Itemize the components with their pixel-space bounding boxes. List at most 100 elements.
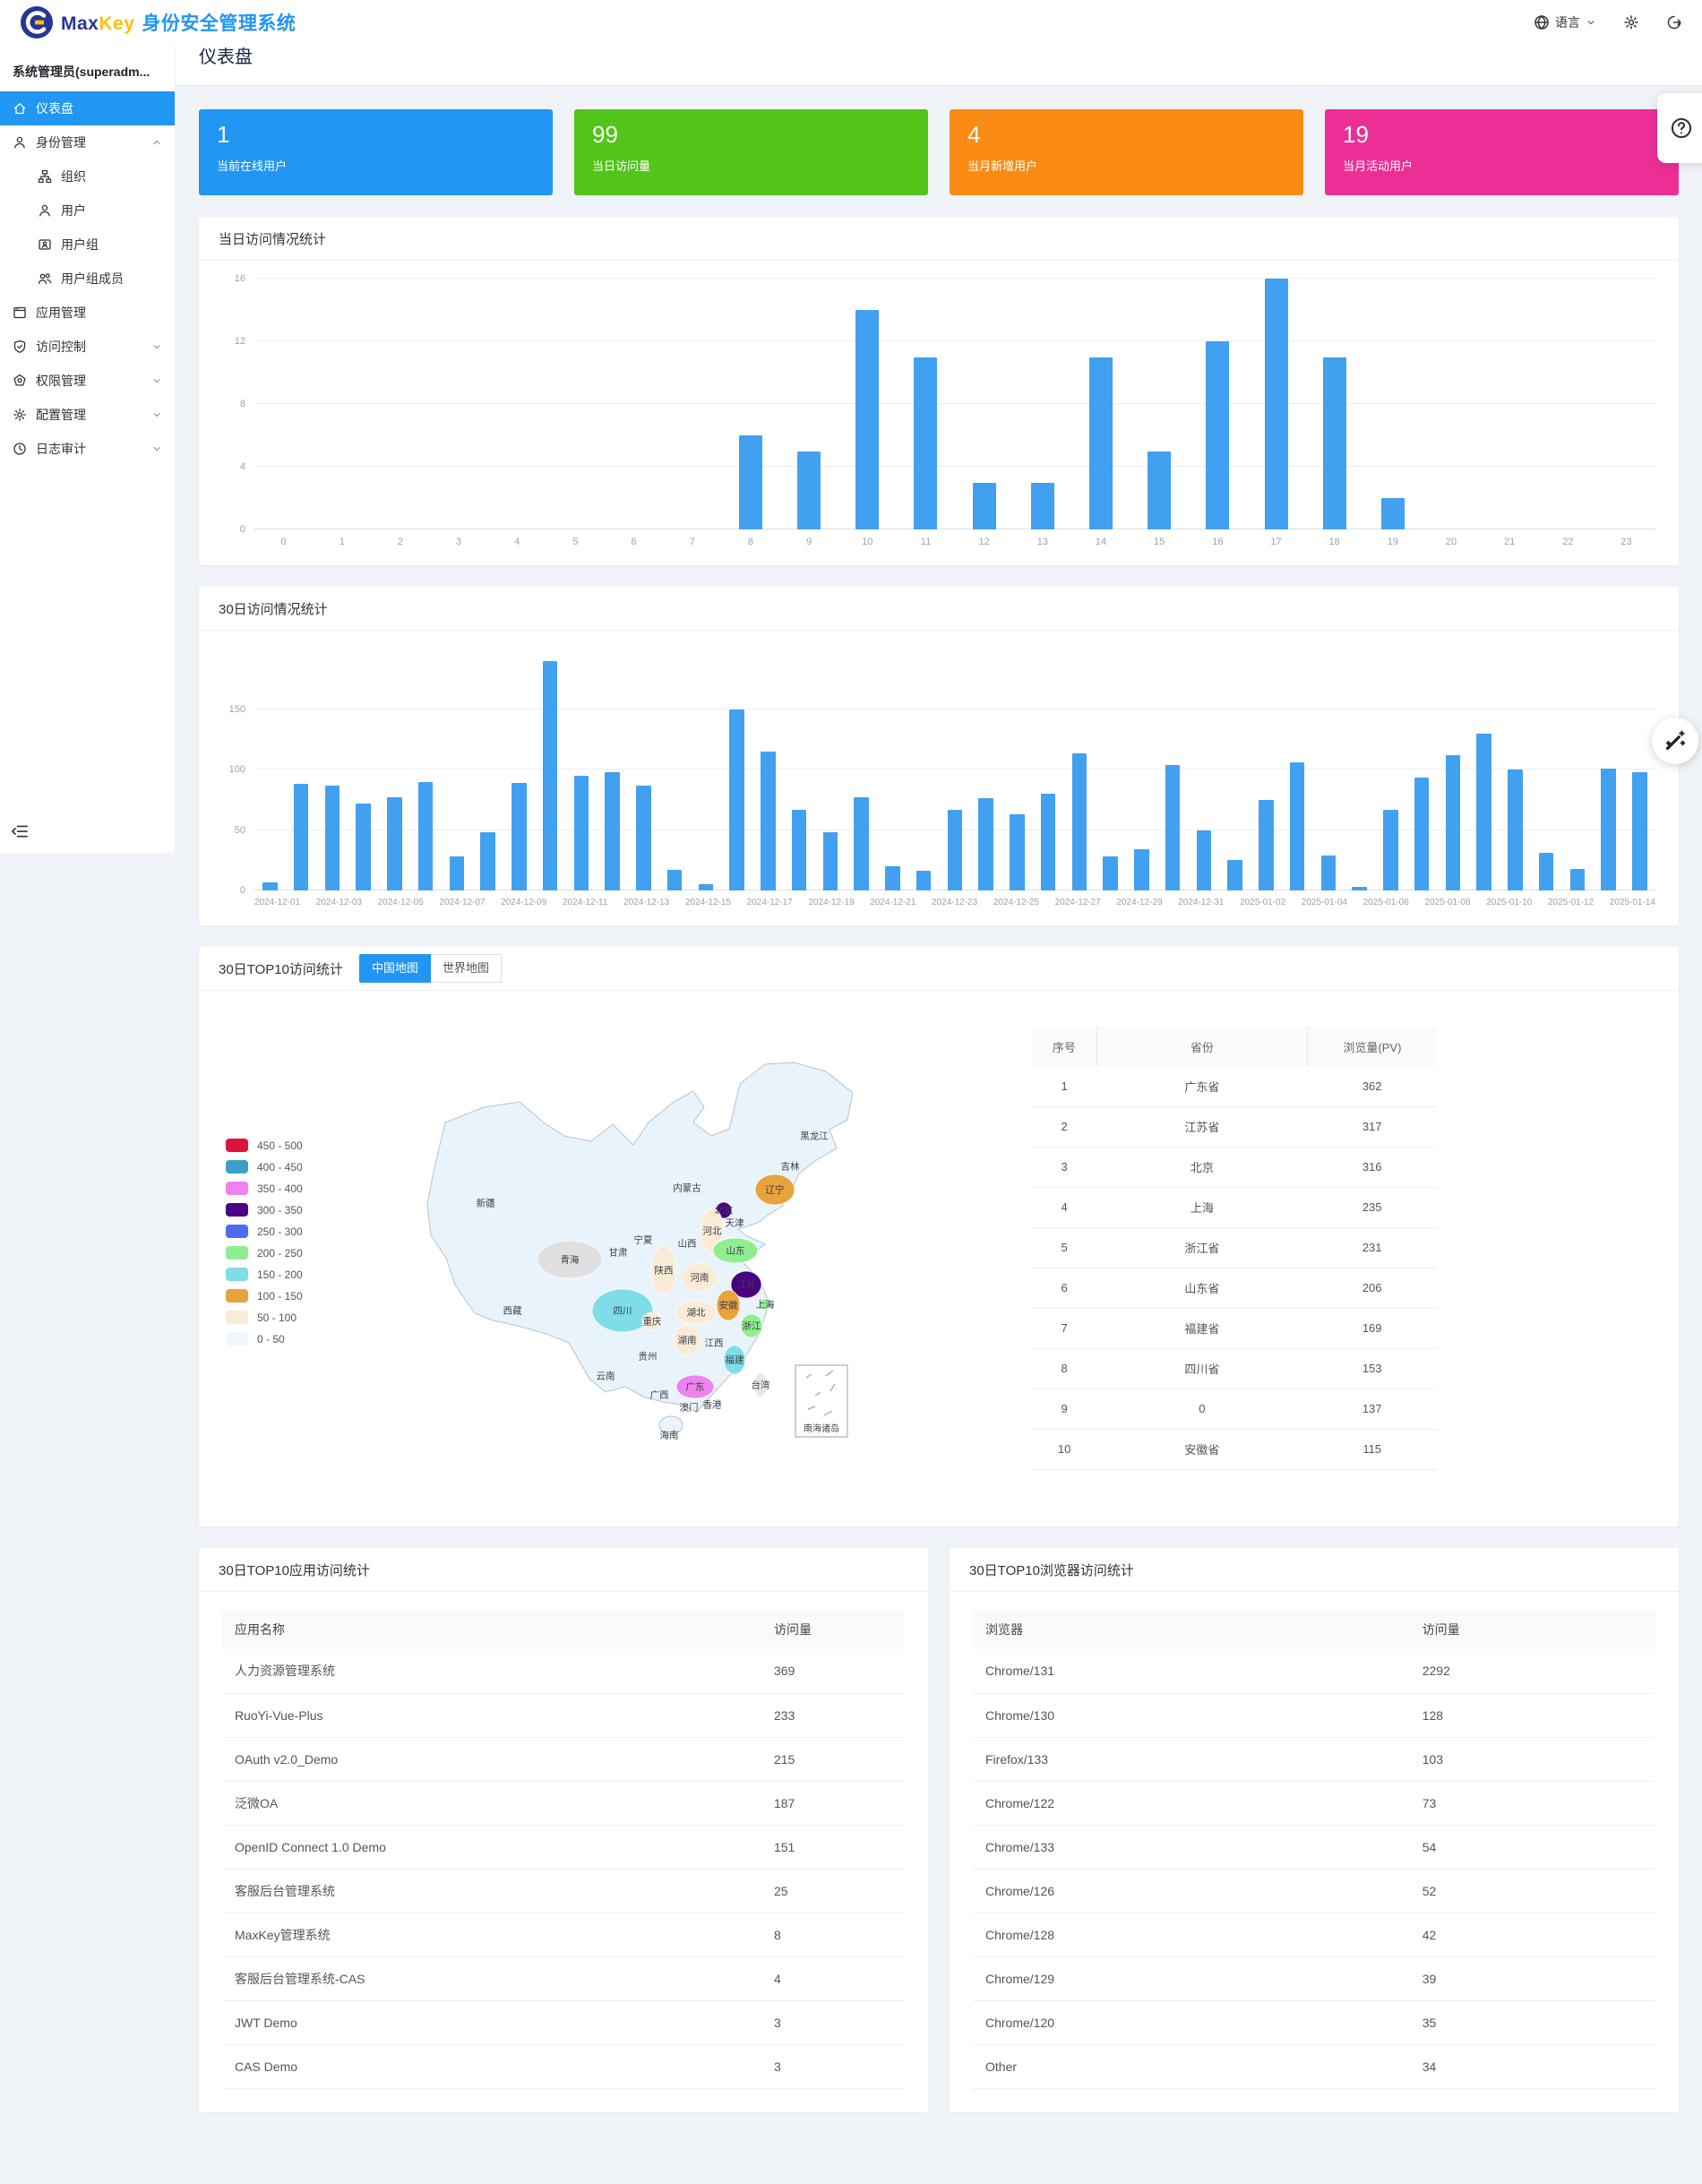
bar-2024-12-07[interactable] — [442, 649, 473, 890]
bar-2024-12-13[interactable] — [628, 649, 659, 890]
bar-2024-12-21[interactable] — [877, 649, 908, 890]
sidebar-item-user-groups[interactable]: 用户组 — [0, 228, 175, 262]
bar-2024-12-08[interactable] — [472, 649, 503, 890]
bar-2025-01-13[interactable] — [1593, 649, 1624, 890]
theme-wand-button[interactable] — [1652, 718, 1698, 764]
bar-2024-12-04[interactable] — [348, 649, 379, 890]
bar-2024-12-23[interactable] — [940, 649, 971, 890]
province-region-湖南[interactable] — [673, 1324, 701, 1356]
bar-2024-12-24[interactable] — [970, 649, 1001, 890]
bar-2024-12-30[interactable] — [1157, 649, 1189, 890]
bar-2024-12-10[interactable] — [535, 649, 566, 890]
sidebar-item-users[interactable]: 用户 — [0, 193, 175, 228]
province-region-福建[interactable] — [723, 1345, 746, 1375]
logout-icon[interactable] — [1666, 14, 1682, 30]
bar-2024-12-18[interactable] — [784, 649, 815, 890]
bar-7[interactable] — [663, 279, 721, 529]
sidebar-item-identity[interactable]: 身份管理 — [0, 125, 175, 159]
bar-2025-01-03[interactable] — [1282, 649, 1313, 890]
bar-2024-12-26[interactable] — [1033, 649, 1064, 890]
bar-2024-12-31[interactable] — [1189, 649, 1220, 890]
bar-2024-12-27[interactable] — [1064, 649, 1096, 890]
bar-2025-01-14[interactable] — [1624, 649, 1655, 890]
sidebar-item-config[interactable]: 配置管理 — [0, 398, 175, 432]
province-region-台湾[interactable] — [753, 1372, 768, 1397]
bar-5[interactable] — [546, 279, 605, 529]
province-region-安徽[interactable] — [716, 1289, 741, 1321]
bar-2025-01-08[interactable] — [1438, 649, 1469, 890]
bar-15[interactable] — [1130, 279, 1189, 529]
bar-2025-01-04[interactable] — [1313, 649, 1345, 890]
province-region-重庆[interactable] — [641, 1311, 663, 1331]
bar-2024-12-11[interactable] — [566, 649, 597, 890]
bar-2024-12-29[interactable] — [1126, 649, 1157, 890]
province-region-江苏[interactable] — [730, 1270, 762, 1299]
bar-6[interactable] — [605, 279, 663, 529]
bar-17[interactable] — [1247, 279, 1305, 529]
bar-2024-12-01[interactable] — [254, 649, 286, 890]
sidebar-item-apps[interactable]: 应用管理 — [0, 296, 175, 330]
bar-2024-12-17[interactable] — [752, 649, 784, 890]
tab-china-map[interactable]: 中国地图 — [358, 954, 431, 983]
province-region-陕西[interactable] — [650, 1245, 677, 1295]
province-region-河北[interactable] — [700, 1208, 725, 1254]
settings-gear-icon[interactable] — [1623, 14, 1639, 30]
bar-2025-01-12[interactable] — [1562, 649, 1594, 890]
province-region-青海[interactable] — [537, 1240, 603, 1279]
bar-2024-12-28[interactable] — [1095, 649, 1126, 890]
bar-11[interactable] — [897, 279, 955, 529]
sidebar-item-access-control[interactable]: 访问控制 — [0, 330, 175, 364]
bar-2024-12-05[interactable] — [379, 649, 410, 890]
bar-22[interactable] — [1539, 279, 1597, 529]
language-menu[interactable]: 语言 — [1534, 13, 1596, 31]
province-region-湖北[interactable] — [675, 1300, 718, 1325]
bar-10[interactable] — [838, 279, 897, 529]
bar-2025-01-11[interactable] — [1531, 649, 1562, 890]
sidebar-item-organization[interactable]: 组织 — [0, 159, 175, 193]
bar-2025-01-10[interactable] — [1500, 649, 1531, 890]
sidebar-collapse-button[interactable] — [11, 822, 29, 840]
bar-2024-12-15[interactable] — [691, 649, 722, 890]
province-region-广东[interactable] — [675, 1374, 715, 1399]
bar-2024-12-22[interactable] — [908, 649, 940, 890]
bar-20[interactable] — [1422, 279, 1480, 529]
bar-2025-01-05[interactable] — [1344, 649, 1375, 890]
bar-2025-01-09[interactable] — [1468, 649, 1500, 890]
bar-19[interactable] — [1363, 279, 1422, 529]
help-float-panel[interactable] — [1657, 93, 1702, 163]
bar-2024-12-06[interactable] — [410, 649, 442, 890]
bar-2024-12-19[interactable] — [815, 649, 847, 890]
bar-2025-01-02[interactable] — [1251, 649, 1282, 890]
bar-2024-12-03[interactable] — [317, 649, 348, 890]
province-region-山东[interactable] — [712, 1237, 759, 1264]
bar-13[interactable] — [1013, 279, 1071, 529]
bar-2025-01-01[interactable] — [1219, 649, 1251, 890]
province-region-浙江[interactable] — [740, 1313, 763, 1338]
bar-8[interactable] — [721, 279, 779, 529]
province-region-辽宁[interactable] — [754, 1174, 795, 1206]
bar-2025-01-06[interactable] — [1375, 649, 1406, 890]
sidebar-item-permissions[interactable]: 权限管理 — [0, 364, 175, 398]
bar-18[interactable] — [1305, 279, 1363, 529]
bar-23[interactable] — [1597, 279, 1655, 529]
bar-2024-12-09[interactable] — [503, 649, 535, 890]
sidebar-item-audit[interactable]: 日志审计 — [0, 432, 175, 466]
sidebar-item-group-members[interactable]: 用户组成员 — [0, 262, 175, 296]
bar-12[interactable] — [955, 279, 1013, 529]
bar-2024-12-16[interactable] — [721, 649, 752, 890]
bar-2024-12-20[interactable] — [846, 649, 877, 890]
bar-3[interactable] — [430, 279, 488, 529]
bar-16[interactable] — [1189, 279, 1247, 529]
sidebar-item-dashboard[interactable]: 仪表盘 — [0, 91, 175, 125]
province-region-河南[interactable] — [681, 1262, 718, 1293]
tab-world-map[interactable]: 世界地图 — [430, 954, 502, 983]
bar-2024-12-25[interactable] — [1001, 649, 1033, 890]
bar-2[interactable] — [371, 279, 429, 529]
province-region-四川[interactable] — [591, 1288, 654, 1333]
bar-14[interactable] — [1071, 279, 1130, 529]
bar-2024-12-14[interactable] — [659, 649, 691, 890]
bar-0[interactable] — [254, 279, 313, 529]
bar-1[interactable] — [313, 279, 371, 529]
bar-9[interactable] — [780, 279, 838, 529]
